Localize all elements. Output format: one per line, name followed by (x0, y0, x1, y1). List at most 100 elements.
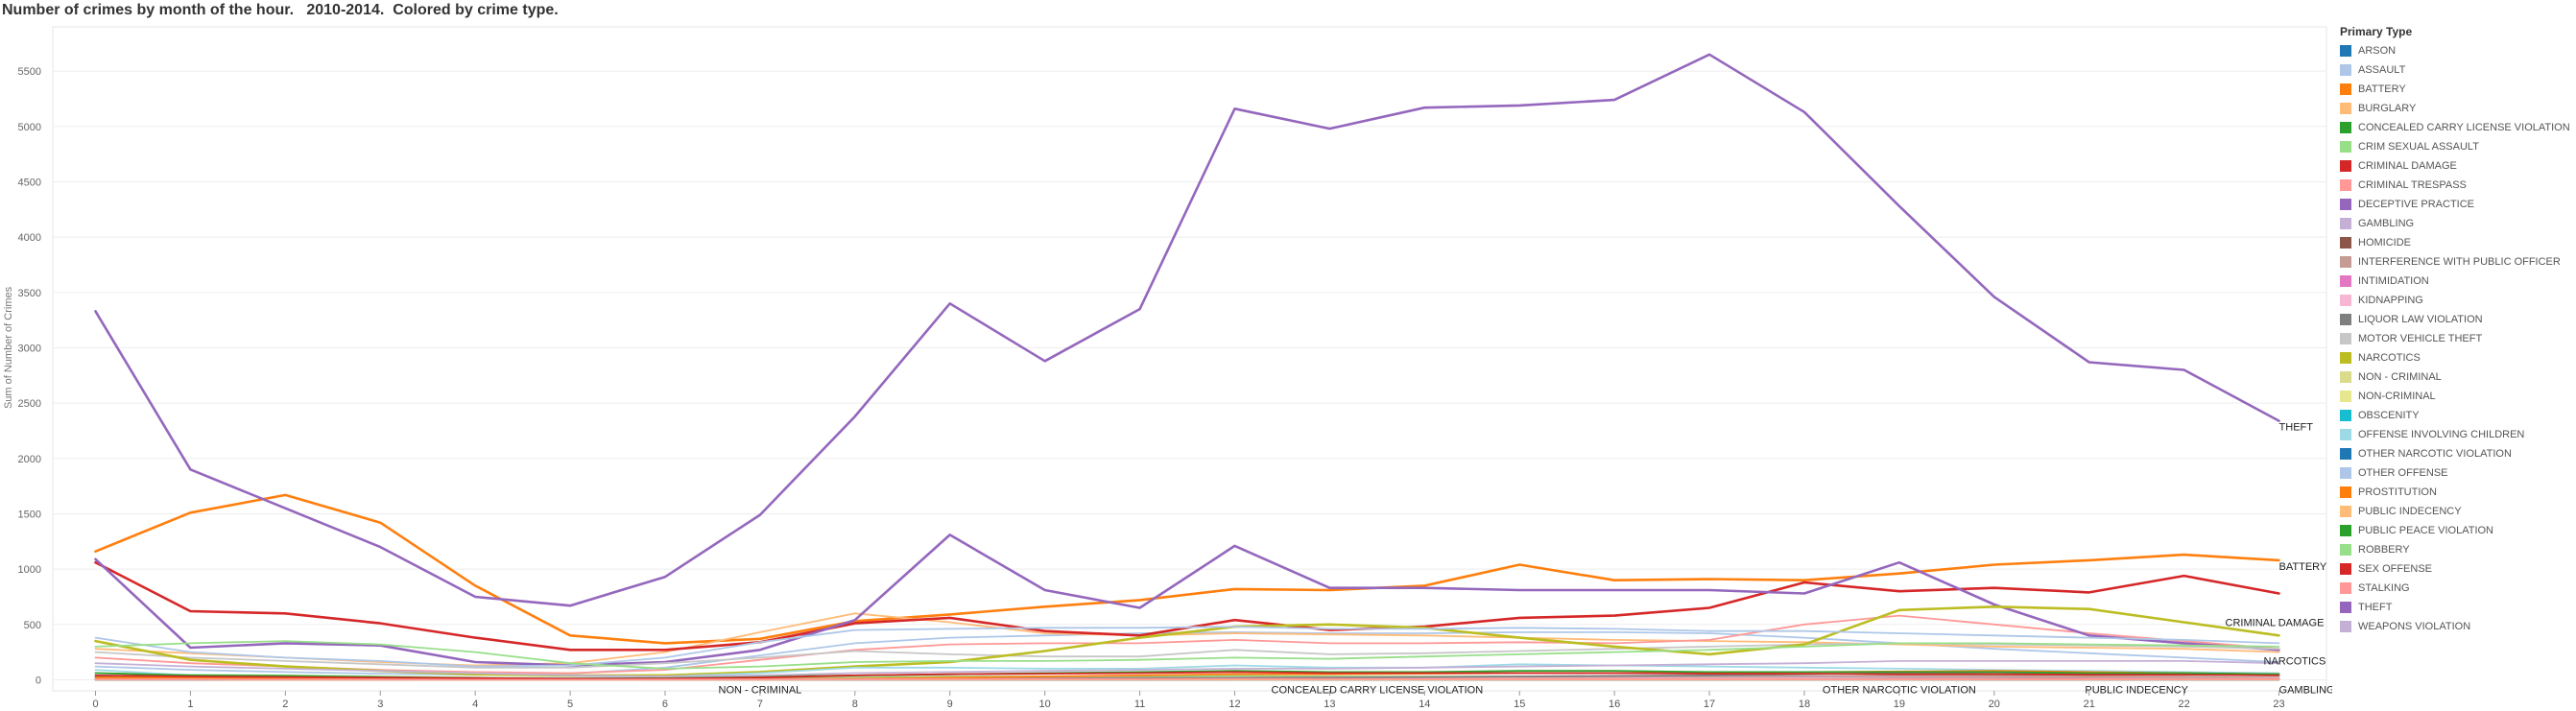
legend-swatch (2340, 295, 2351, 306)
x-tick-label: 23 (2273, 699, 2284, 710)
legend-label: BATTERY (2358, 83, 2406, 95)
line-chart: 0 500 1000 1500 2000 2500 3000 3500 4000 4500 5000… (3, 26, 2332, 710)
legend-swatch (2340, 525, 2351, 536)
x-tick-label: 20 (1989, 699, 2000, 710)
legend-swatch (2340, 544, 2351, 556)
series-line-stalking (94, 677, 2280, 681)
y-tick-label: 1500 (18, 509, 41, 520)
legend-item[interactable]: PUBLIC INDECENCY (2340, 502, 2570, 521)
legend-swatch (2340, 179, 2351, 191)
y-tick-label: 500 (24, 620, 41, 631)
x-tick-label: 8 (852, 699, 858, 710)
legend-label: CONCEALED CARRY LICENSE VIOLATION (2358, 122, 2570, 133)
legend-item[interactable]: OTHER NARCOTIC VIOLATION (2340, 444, 2570, 463)
x-tick-label: 10 (1039, 699, 1051, 710)
legend-label: THEFT (2358, 602, 2393, 613)
legend-label: OFFENSE INVOLVING CHILDREN (2358, 429, 2525, 440)
legend-label: STALKING (2358, 582, 2410, 594)
legend-item[interactable]: BURGLARY (2340, 99, 2570, 118)
plot-frame (52, 26, 2327, 692)
legend-item[interactable]: CRIMINAL DAMAGE (2340, 156, 2570, 176)
legend-label: WEAPONS VIOLATION (2358, 621, 2471, 632)
legend-swatch (2340, 45, 2351, 57)
legend-item[interactable]: OTHER OFFENSE (2340, 463, 2570, 483)
legend-item[interactable]: PUBLIC PEACE VIOLATION (2340, 521, 2570, 540)
legend-swatch (2340, 448, 2351, 460)
legend-item[interactable]: CONCEALED CARRY LICENSE VIOLATION (2340, 118, 2570, 137)
series-line-weapons-violation (94, 660, 2280, 677)
x-tick-label: 5 (567, 699, 573, 710)
legend-item[interactable]: INTERFERENCE WITH PUBLIC OFFICER (2340, 252, 2570, 272)
legend-label: CRIMINAL TRESPASS (2358, 179, 2467, 191)
x-tick-label: 2 (282, 699, 288, 710)
end-label-theft: THEFT (2279, 422, 2314, 434)
series-line-sex-offense (94, 671, 2280, 680)
legend-item[interactable]: MOTOR VEHICLE THEFT (2340, 329, 2570, 348)
y-tick-label: 5000 (18, 122, 41, 133)
y-tick-label: 2500 (18, 398, 41, 410)
y-tick-label: 4000 (18, 232, 41, 244)
legend-item[interactable]: THEFT (2340, 598, 2570, 617)
legend-item[interactable]: OFFENSE INVOLVING CHILDREN (2340, 425, 2570, 444)
legend-label: SEX OFFENSE (2358, 563, 2433, 575)
legend-item[interactable]: NON-CRIMINAL (2340, 387, 2570, 406)
y-tick-label: 0 (36, 675, 41, 686)
legend-item[interactable]: NON - CRIMINAL (2340, 367, 2570, 387)
y-tick-label: 4500 (18, 177, 41, 188)
legend-item[interactable]: CRIMINAL TRESPASS (2340, 176, 2570, 195)
series-line-theft (94, 53, 2280, 607)
legend-item[interactable]: ASSAULT (2340, 60, 2570, 80)
legend-swatch (2340, 506, 2351, 517)
series-line-other-offense (94, 626, 2280, 668)
legend-label: BURGLARY (2358, 103, 2417, 114)
legend-item[interactable]: INTIMIDATION (2340, 272, 2570, 291)
legend-item[interactable]: HOMICIDE (2340, 233, 2570, 252)
legend-item[interactable]: ARSON (2340, 41, 2570, 60)
x-tick-label: 4 (472, 699, 478, 710)
x-tick-label: 22 (2179, 699, 2190, 710)
y-tick-label: 5500 (18, 66, 41, 78)
legend-label: LIQUOR LAW VIOLATION (2358, 314, 2483, 325)
legend-item[interactable]: NARCOTICS (2340, 348, 2570, 367)
legend-swatch (2340, 83, 2351, 95)
end-label-battery: BATTERY (2279, 561, 2327, 573)
legend-item[interactable]: PROSTITUTION (2340, 483, 2570, 502)
legend-item[interactable]: DECEPTIVE PRACTICE (2340, 195, 2570, 214)
legend-swatch (2340, 160, 2351, 172)
legend-swatch (2340, 275, 2351, 287)
legend-label: OTHER OFFENSE (2358, 467, 2448, 479)
y-tick-label: 1000 (18, 564, 41, 576)
legend-swatch (2340, 256, 2351, 268)
series-line-battery (94, 493, 2280, 645)
legend-swatch (2340, 122, 2351, 133)
legend-item[interactable]: SEX OFFENSE (2340, 559, 2570, 579)
legend-item[interactable]: CRIM SEXUAL ASSAULT (2340, 137, 2570, 156)
inline-label-public-indecency: PUBLIC INDECENCY (2085, 684, 2188, 696)
chart-title: Number of crimes by month of the hour. 2… (2, 2, 559, 18)
series-line-deceptive-practice (94, 533, 2280, 667)
legend-item[interactable]: ROBBERY (2340, 540, 2570, 559)
legend-label: INTIMIDATION (2358, 275, 2429, 287)
series-line-robbery (94, 640, 2280, 670)
legend-label: PROSTITUTION (2358, 486, 2437, 498)
legend-item[interactable]: WEAPONS VIOLATION (2340, 617, 2570, 636)
legend-label: ARSON (2358, 45, 2397, 57)
x-tick-label: 9 (947, 699, 953, 710)
legend-swatch (2340, 352, 2351, 364)
legend-item[interactable]: GAMBLING (2340, 214, 2570, 233)
legend-item[interactable]: LIQUOR LAW VIOLATION (2340, 310, 2570, 329)
end-label-criminal-damage: CRIMINAL DAMAGE (2226, 618, 2325, 629)
legend-label: ROBBERY (2358, 544, 2410, 556)
legend-item[interactable]: OBSCENITY (2340, 406, 2570, 425)
legend-item[interactable]: STALKING (2340, 579, 2570, 598)
x-tick-label: 12 (1228, 699, 1240, 710)
y-axis-label: Sum of Number of Crimes (3, 286, 14, 409)
legend-item[interactable]: BATTERY (2340, 80, 2570, 99)
legend-swatch (2340, 429, 2351, 440)
legend-swatch (2340, 486, 2351, 498)
x-tick-label: 15 (1514, 699, 1525, 710)
legend-item[interactable]: KIDNAPPING (2340, 291, 2570, 310)
legend-label: GAMBLING (2358, 218, 2415, 229)
legend-swatch (2340, 218, 2351, 229)
legend-swatch (2340, 333, 2351, 344)
